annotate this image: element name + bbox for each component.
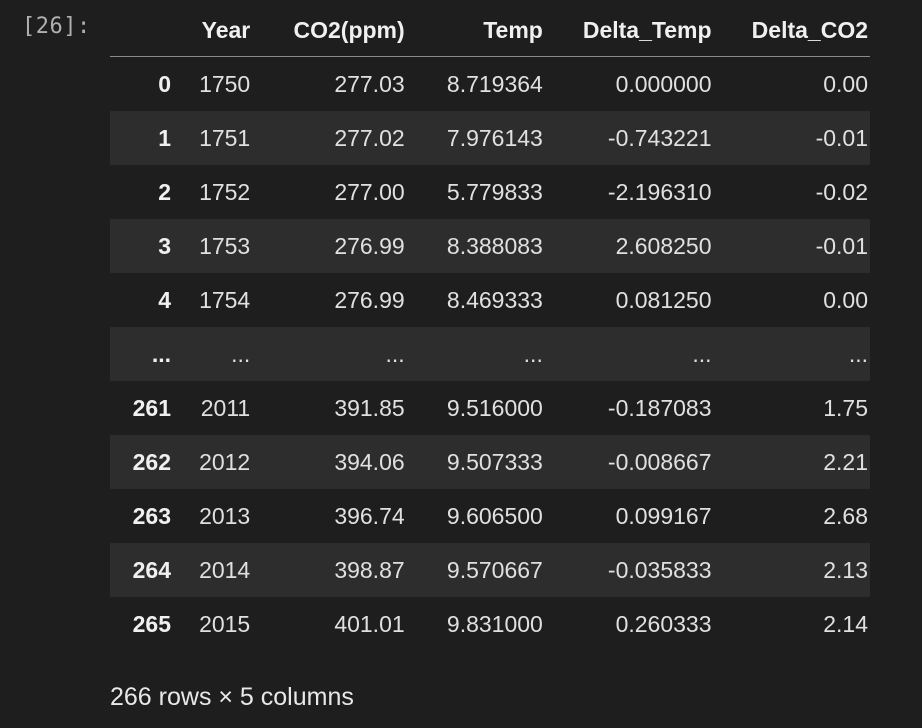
dataframe-shape-summary: 266 rows × 5 columns <box>110 683 354 711</box>
cell-temp: ... <box>523 340 543 367</box>
cell-co2: ... <box>385 340 405 367</box>
cell-delta-temp: -0.187083 <box>607 394 712 421</box>
cell-co2: 391.85 <box>334 394 405 421</box>
dataframe-table: Year CO2(ppm) Temp Delta_Temp Delta_CO2 … <box>110 4 870 651</box>
cell-co2: 396.74 <box>334 502 405 529</box>
cell-temp: 9.831000 <box>446 610 543 637</box>
cell-delta-temp: 0.260333 <box>615 610 712 637</box>
row-index: 4 <box>158 286 171 313</box>
cell-delta-temp: 2.608250 <box>615 232 712 259</box>
cell-co2: 277.00 <box>334 178 405 205</box>
cell-delta-co2: 2.21 <box>823 448 868 475</box>
table-row: 264 2014 398.87 9.570667 -0.035833 2.13 <box>110 543 870 597</box>
dataframe-output: Year CO2(ppm) Temp Delta_Temp Delta_CO2 … <box>110 4 870 651</box>
cell-co2: 276.99 <box>334 286 405 313</box>
row-index: 262 <box>132 448 171 475</box>
column-header-temp: Temp <box>406 4 545 57</box>
row-index: 264 <box>132 556 171 583</box>
cell-temp: 9.507333 <box>446 448 543 475</box>
cell-temp: 7.976143 <box>446 124 543 151</box>
table-row: 1 1751 277.02 7.976143 -0.743221 -0.01 <box>110 111 870 165</box>
cell-temp: 9.606500 <box>446 502 543 529</box>
row-index: 2 <box>158 178 171 205</box>
cell-delta-temp: ... <box>692 340 712 367</box>
cell-temp: 8.469333 <box>446 286 543 313</box>
column-header-co2: CO2(ppm) <box>252 4 407 57</box>
cell-delta-temp: -0.035833 <box>607 556 712 583</box>
cell-year: 1752 <box>199 178 251 205</box>
table-body: 0 1750 277.03 8.719364 0.000000 0.00 1 1… <box>110 57 870 652</box>
cell-delta-co2: 2.13 <box>823 556 868 583</box>
index-header <box>110 4 173 57</box>
cell-delta-temp: 0.081250 <box>615 286 712 313</box>
cell-co2: 277.02 <box>334 124 405 151</box>
cell-delta-co2: ... <box>848 340 868 367</box>
cell-delta-co2: 1.75 <box>823 394 868 421</box>
cell-temp: 8.388083 <box>446 232 543 259</box>
cell-delta-co2: 2.14 <box>823 610 868 637</box>
cell-co2: 277.03 <box>334 70 405 97</box>
cell-delta-co2: 0.00 <box>823 70 868 97</box>
table-row: 265 2015 401.01 9.831000 0.260333 2.14 <box>110 597 870 651</box>
cell-co2: 398.87 <box>334 556 405 583</box>
cell-year: 1751 <box>199 124 251 151</box>
row-index: ... <box>151 340 171 367</box>
cell-delta-temp: -0.008667 <box>607 448 712 475</box>
table-row: 262 2012 394.06 9.507333 -0.008667 2.21 <box>110 435 870 489</box>
table-row: 4 1754 276.99 8.469333 0.081250 0.00 <box>110 273 870 327</box>
cell-year: 2012 <box>199 448 251 475</box>
cell-delta-temp: -2.196310 <box>607 178 712 205</box>
table-row: 2 1752 277.00 5.779833 -2.196310 -0.02 <box>110 165 870 219</box>
cell-delta-co2: 0.00 <box>823 286 868 313</box>
ellipsis-row: ... ... ... ... ... ... <box>110 327 870 381</box>
cell-delta-temp: 0.099167 <box>615 502 712 529</box>
cell-year: 2014 <box>199 556 251 583</box>
column-header-delta-co2: Delta_CO2 <box>713 4 870 57</box>
cell-year: ... <box>231 340 251 367</box>
cell-temp: 9.570667 <box>446 556 543 583</box>
row-index: 1 <box>158 124 171 151</box>
cell-temp: 9.516000 <box>446 394 543 421</box>
cell-year: 2011 <box>200 394 251 421</box>
cell-co2: 276.99 <box>334 232 405 259</box>
cell-delta-co2: 2.68 <box>823 502 868 529</box>
cell-year: 1753 <box>199 232 251 259</box>
cell-delta-co2: -0.01 <box>815 124 868 151</box>
cell-delta-co2: -0.02 <box>815 178 868 205</box>
row-index: 261 <box>132 394 171 421</box>
cell-temp: 8.719364 <box>446 70 543 97</box>
cell-execution-count: [26]: <box>22 14 91 39</box>
row-index: 265 <box>132 610 171 637</box>
cell-delta-co2: -0.01 <box>815 232 868 259</box>
cell-delta-temp: -0.743221 <box>607 124 712 151</box>
cell-year: 1750 <box>199 70 251 97</box>
cell-year: 2013 <box>199 502 251 529</box>
table-row: 263 2013 396.74 9.606500 0.099167 2.68 <box>110 489 870 543</box>
cell-year: 2015 <box>199 610 251 637</box>
cell-delta-temp: 0.000000 <box>615 70 712 97</box>
cell-co2: 394.06 <box>334 448 405 475</box>
cell-temp: 5.779833 <box>446 178 543 205</box>
table-row: 261 2011 391.85 9.516000 -0.187083 1.75 <box>110 381 870 435</box>
table-row: 3 1753 276.99 8.388083 2.608250 -0.01 <box>110 219 870 273</box>
column-header-year: Year <box>172 4 253 57</box>
cell-year: 1754 <box>199 286 251 313</box>
row-index: 0 <box>158 70 171 97</box>
table-row: 0 1750 277.03 8.719364 0.000000 0.00 <box>110 57 870 112</box>
cell-co2: 401.01 <box>334 610 405 637</box>
header-row: Year CO2(ppm) Temp Delta_Temp Delta_CO2 <box>110 4 870 57</box>
row-index: 263 <box>132 502 171 529</box>
row-index: 3 <box>158 232 171 259</box>
column-header-delta-temp: Delta_Temp <box>544 4 714 57</box>
